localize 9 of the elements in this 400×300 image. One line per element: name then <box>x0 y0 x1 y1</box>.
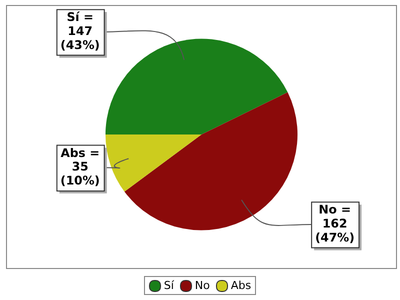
category-label: Abs = <box>60 146 100 160</box>
legend-label: Sí <box>164 279 174 292</box>
legend-label: Abs <box>230 279 252 292</box>
category-label: Sí = <box>66 10 94 24</box>
category-label: No = <box>318 202 351 217</box>
text: 162 (47%) <box>315 216 355 244</box>
legend-label: No <box>194 279 210 292</box>
text: 35 (10%) <box>60 160 100 188</box>
text: 147 (43%) <box>60 24 100 52</box>
